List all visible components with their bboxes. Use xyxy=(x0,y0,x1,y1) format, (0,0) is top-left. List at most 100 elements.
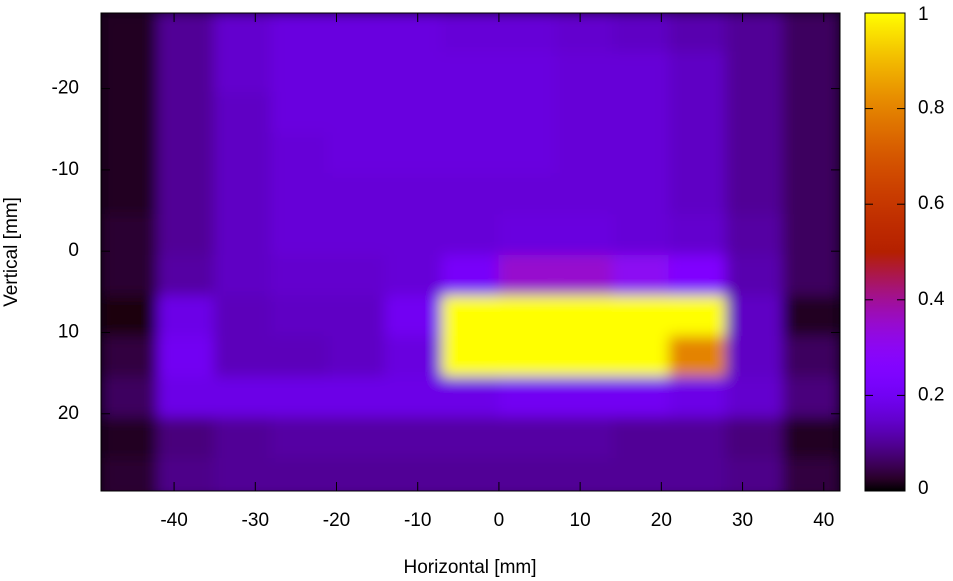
heat-cell xyxy=(441,417,500,459)
heat-cell xyxy=(214,51,273,94)
heat-cell xyxy=(441,173,500,216)
x-tick-label: -10 xyxy=(404,510,431,531)
heat-cell xyxy=(555,13,614,53)
heat-cell xyxy=(782,417,840,459)
heat-cell xyxy=(782,295,840,338)
heat-cell xyxy=(271,214,329,256)
heat-cell xyxy=(441,51,500,94)
heat-cell xyxy=(384,92,443,134)
y-tick-label: 0 xyxy=(68,240,79,261)
heat-cell xyxy=(384,336,443,378)
heat-cell xyxy=(668,214,727,256)
heat-cell xyxy=(725,336,784,378)
heat-cell xyxy=(725,173,784,216)
heat-cell xyxy=(101,132,159,175)
heat-cell xyxy=(327,173,386,216)
heat-cell xyxy=(101,417,159,459)
colorbar-tick-label: 0.8 xyxy=(918,98,944,119)
colorbar xyxy=(864,12,906,492)
heat-cell xyxy=(668,376,727,419)
heat-cell xyxy=(725,295,784,338)
heat-cell xyxy=(612,336,670,378)
heat-cell xyxy=(725,13,784,53)
heat-cell xyxy=(668,51,727,94)
heat-cell xyxy=(612,417,670,459)
heat-cell xyxy=(725,214,784,256)
colorbar-tick-label: 0.4 xyxy=(918,289,945,310)
heat-cell xyxy=(782,457,840,491)
heat-cell xyxy=(384,132,443,175)
heat-cell xyxy=(157,336,216,378)
heat-cell xyxy=(555,457,614,491)
heat-cell xyxy=(327,92,386,134)
heat-cell xyxy=(725,457,784,491)
heat-cell xyxy=(157,132,216,175)
heat-cell xyxy=(157,417,216,459)
y-tick-label: -20 xyxy=(52,78,79,99)
heat-cell xyxy=(101,51,159,94)
heat-cell xyxy=(441,376,500,419)
heat-cell xyxy=(441,214,500,256)
heat-cell xyxy=(327,51,386,94)
heat-cell xyxy=(441,457,500,491)
heat-cell xyxy=(498,254,557,297)
heat-cell xyxy=(157,295,216,338)
heat-cell xyxy=(327,132,386,175)
heat-cell xyxy=(612,295,670,338)
heat-cell xyxy=(271,376,329,419)
heat-cell xyxy=(725,376,784,419)
heat-cell xyxy=(555,295,614,338)
heat-cell xyxy=(271,173,329,216)
heat-cell xyxy=(271,13,329,53)
heat-cell xyxy=(157,214,216,256)
heat-cell xyxy=(498,457,557,491)
heat-cell xyxy=(441,92,500,134)
heat-cell xyxy=(555,376,614,419)
heat-cell xyxy=(668,295,727,338)
heat-cell xyxy=(327,457,386,491)
heat-cell xyxy=(555,214,614,256)
heat-cell xyxy=(271,254,329,297)
heat-cell xyxy=(555,51,614,94)
heat-cell xyxy=(725,51,784,94)
y-tick-label: -10 xyxy=(52,159,79,180)
heat-cell xyxy=(612,376,670,419)
heat-cell xyxy=(214,254,273,297)
heat-cell xyxy=(271,51,329,94)
heat-cell xyxy=(441,336,500,378)
heat-cell xyxy=(384,214,443,256)
heat-cell xyxy=(101,295,159,338)
heat-cell xyxy=(555,173,614,216)
heat-cell xyxy=(384,51,443,94)
heat-cell xyxy=(101,336,159,378)
heat-cell xyxy=(271,336,329,378)
heat-cell xyxy=(725,92,784,134)
heat-cell xyxy=(612,254,670,297)
heat-cell xyxy=(725,254,784,297)
heat-cell xyxy=(271,132,329,175)
heat-cell xyxy=(498,92,557,134)
heat-cell xyxy=(214,214,273,256)
heat-cell xyxy=(498,13,557,53)
x-axis-label: Horizontal [mm] xyxy=(403,557,536,578)
heat-cell xyxy=(612,92,670,134)
heat-cell xyxy=(214,457,273,491)
heat-cell xyxy=(782,336,840,378)
heat-cell xyxy=(101,254,159,297)
heat-cell xyxy=(214,132,273,175)
heat-cell xyxy=(327,417,386,459)
colorbar-tick-label: 0 xyxy=(918,478,929,499)
x-tick-label: -30 xyxy=(242,510,269,531)
x-tick-label: 40 xyxy=(813,510,834,531)
heat-cell xyxy=(327,376,386,419)
y-tick-label: 10 xyxy=(58,321,79,342)
heat-cell xyxy=(384,254,443,297)
heat-cell xyxy=(157,92,216,134)
heat-cell xyxy=(555,132,614,175)
heat-cell xyxy=(498,376,557,419)
heat-cell xyxy=(725,132,784,175)
heat-cell xyxy=(668,417,727,459)
heat-cell xyxy=(668,132,727,175)
heat-cell xyxy=(327,295,386,338)
